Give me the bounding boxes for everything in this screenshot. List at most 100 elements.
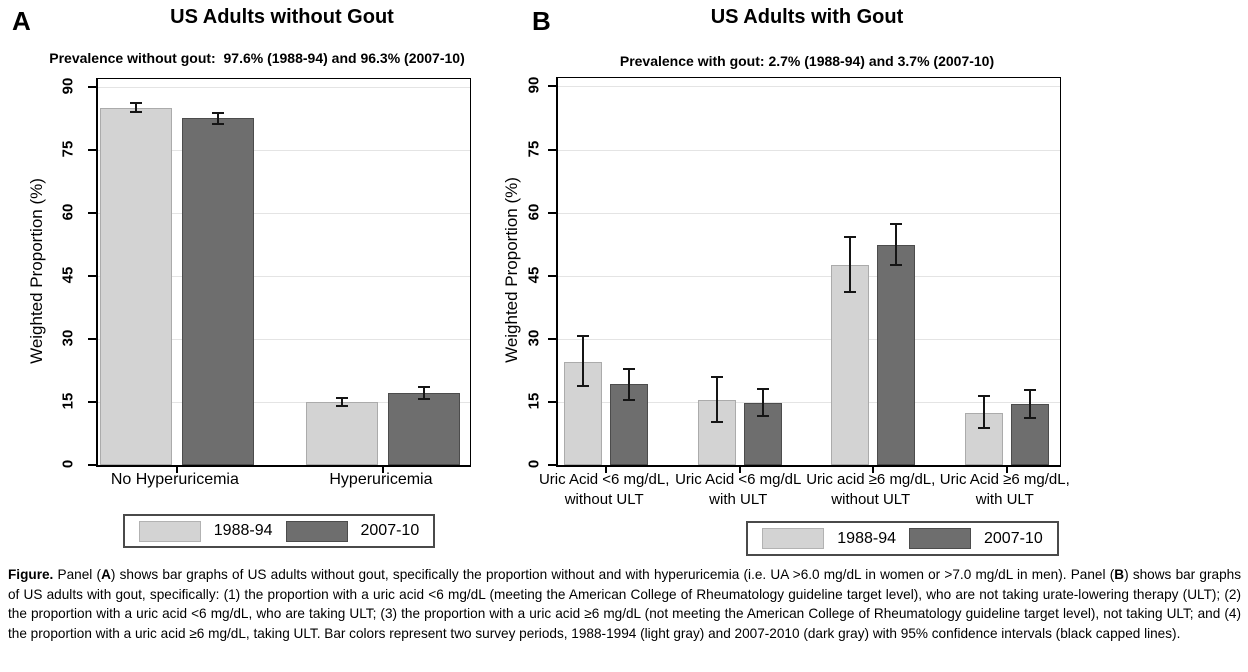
error-bar-bottom-cap xyxy=(757,414,770,417)
gridline xyxy=(98,213,470,215)
error-bar-top-cap xyxy=(417,385,430,388)
error-bar-bottom-cap xyxy=(711,420,724,423)
legend-swatch-1988-94 xyxy=(138,520,201,542)
panel-a-letter: A xyxy=(12,6,31,36)
y-tick-label: 15 xyxy=(59,392,77,410)
error-bar-top-cap xyxy=(757,388,770,391)
gridline xyxy=(98,276,470,278)
error-bar xyxy=(417,385,430,400)
x-tick xyxy=(871,467,874,473)
figure-caption: Figure. Panel (A) shows bar graphs of US… xyxy=(8,565,1241,643)
y-tick xyxy=(548,85,557,88)
error-bar xyxy=(623,368,636,402)
error-bar xyxy=(335,397,348,408)
error-bar-top-cap xyxy=(1023,389,1036,392)
y-tick xyxy=(88,401,97,404)
gridline xyxy=(98,87,470,89)
legend-label-1988-94: 1988-94 xyxy=(837,529,896,547)
y-tick xyxy=(548,400,557,403)
error-bar-line xyxy=(134,101,137,113)
error-bar-bottom-cap xyxy=(977,427,990,430)
panel-b-title: US Adults with Gout xyxy=(710,6,904,28)
error-bar-line xyxy=(894,223,897,267)
x-category-label: Uric Acid <6 mg/dL with ULT xyxy=(675,471,802,508)
x-tick xyxy=(739,467,742,473)
y-tick-label: 30 xyxy=(525,329,543,347)
y-tick xyxy=(88,212,97,215)
error-bar-bottom-cap xyxy=(129,110,142,113)
error-bar-line xyxy=(628,368,631,402)
bar-1988-94 xyxy=(698,399,737,465)
bar-1988-94 xyxy=(830,264,869,465)
x-category-label: Uric Acid ≥6 mg/dL, with ULT xyxy=(939,471,1070,508)
error-bar-bottom-cap xyxy=(843,290,856,293)
y-tick-label: 90 xyxy=(59,78,77,95)
x-category-label: Uric Acid <6 mg/dL, without ULT xyxy=(538,471,670,508)
y-tick-label: 45 xyxy=(59,266,77,284)
bar-2007-10 xyxy=(1010,404,1049,465)
gridline xyxy=(558,401,1060,403)
y-tick xyxy=(88,275,97,278)
bar-1988-94 xyxy=(99,108,172,465)
panel-a-title: US Adults without Gout xyxy=(170,6,394,28)
gridline xyxy=(558,149,1060,151)
panel-a-y-axis-label: Weighted Proportion (%) xyxy=(27,178,46,364)
gridline xyxy=(558,338,1060,340)
error-bar-top-cap xyxy=(977,395,990,398)
bar-2007-10 xyxy=(387,392,460,465)
legend-label-2007-10: 2007-10 xyxy=(984,529,1043,547)
error-bar-top-cap xyxy=(577,334,590,337)
legend-label-1988-94: 1988-94 xyxy=(213,522,273,539)
x-category-label: Hyperuricemia xyxy=(329,471,433,488)
y-tick-label: 30 xyxy=(59,329,77,347)
caption-bold-text: Figure. xyxy=(8,567,54,582)
panel-a-legend: 1988-94 2007-10 xyxy=(123,514,435,548)
caption-bold-text: A xyxy=(101,567,111,582)
x-category-label: No Hyperuricemia xyxy=(110,471,239,488)
legend-swatch-1988-94 xyxy=(762,528,825,549)
y-tick-label: 0 xyxy=(59,459,77,469)
caption-text: ) shows bar graphs of US adults with gou… xyxy=(8,567,1241,641)
error-bar-line xyxy=(762,388,765,417)
y-tick xyxy=(548,464,557,466)
y-tick xyxy=(548,211,557,214)
y-tick xyxy=(548,148,557,151)
bar-2007-10 xyxy=(181,118,254,465)
y-tick-label: 45 xyxy=(525,266,543,284)
x-tick xyxy=(605,467,608,473)
y-tick xyxy=(88,338,97,341)
gridline xyxy=(98,150,470,152)
panel-b-legend: 1988-94 2007-10 xyxy=(746,521,1059,556)
error-bar-line xyxy=(422,385,425,400)
error-bar-bottom-cap xyxy=(335,405,348,408)
panel-b-y-axis-label: Weighted Proportion (%) xyxy=(502,177,521,363)
panel-b-letter: B xyxy=(532,6,551,36)
bar-1988-94 xyxy=(305,402,378,465)
error-bar-top-cap xyxy=(711,375,724,378)
error-bar-line xyxy=(716,375,719,423)
error-bar-bottom-cap xyxy=(577,385,590,388)
x-tick xyxy=(381,467,384,473)
error-bar-line xyxy=(216,112,219,126)
error-bar-top-cap xyxy=(335,397,348,400)
error-bar-top-cap xyxy=(843,235,856,238)
caption-text: Panel ( xyxy=(53,567,102,582)
panel-a-subtitle: Prevalence without gout: 97.6% (1988-94)… xyxy=(49,50,465,66)
y-tick-label: 0 xyxy=(525,459,543,469)
error-bar-line xyxy=(340,397,343,408)
gridline xyxy=(558,275,1060,277)
error-bar-top-cap xyxy=(623,368,636,371)
gridline xyxy=(98,402,470,404)
error-bar-top-cap xyxy=(211,112,224,115)
y-tick xyxy=(548,274,557,277)
error-bar-top-cap xyxy=(129,101,142,104)
y-tick-label: 60 xyxy=(525,203,543,220)
bar-2007-10 xyxy=(876,245,915,465)
gridline xyxy=(558,212,1060,214)
y-tick-label: 60 xyxy=(59,203,77,221)
error-bar xyxy=(711,375,724,423)
y-tick xyxy=(88,86,97,89)
error-bar xyxy=(757,388,770,417)
panel-b-plot-area xyxy=(548,77,1061,473)
